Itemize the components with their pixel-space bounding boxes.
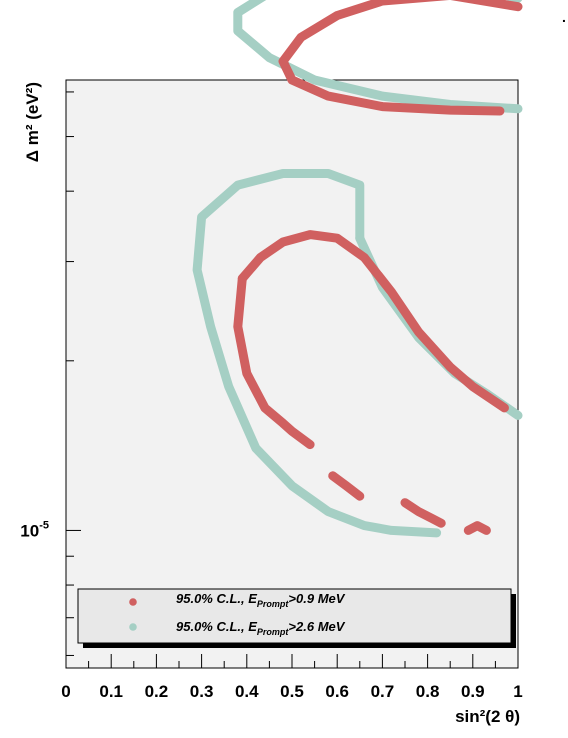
x-tick-label: 0.8 — [416, 682, 440, 701]
x-tick-label: 0.3 — [190, 682, 214, 701]
x-tick-label: 1 — [513, 682, 522, 701]
legend-entry-red: 95.0% C.L., EPrompt>0.9 MeV — [176, 591, 346, 609]
legend: 95.0% C.L., EPrompt>0.9 MeV 95.0% C.L., … — [77, 588, 516, 648]
x-tick-label: 0.1 — [99, 682, 123, 701]
x-tick-label: 0 — [61, 682, 70, 701]
legend-entry-red-main: 95.0% C.L., E — [176, 591, 257, 606]
legend-entry-teal-tail: >2.6 MeV — [288, 619, 345, 634]
series-1-curve-4 — [237, 230, 509, 413]
y-tick-label: 10-5 — [20, 519, 49, 540]
x-tick-label: 0.6 — [325, 682, 349, 701]
legend-marker-red — [129, 598, 137, 606]
x-tick-label: 0.5 — [280, 682, 304, 701]
series-0-curve-2 — [192, 169, 442, 538]
legend-entry-teal: 95.0% C.L., EPrompt>2.6 MeV — [176, 619, 346, 637]
legend-entry-red-tail: >0.9 MeV — [288, 591, 345, 606]
y-tick-label-exp: -5 — [39, 519, 49, 531]
x-tick-label: 0.4 — [235, 682, 259, 701]
y-tick-label-base: 10 — [20, 521, 39, 540]
corner-mark: . — [562, 9, 566, 25]
x-axis-title: sin²(2 θ) — [455, 707, 520, 726]
legend-marker-teal — [129, 623, 137, 631]
series-1-curve-3 — [278, 0, 523, 116]
y-axis-title: Δ m² (eV²) — [23, 82, 42, 162]
series-1-curve-8 — [463, 521, 491, 535]
x-axis-title-text: sin²(2 θ) — [455, 707, 520, 726]
legend-entry-red-sub: Prompt — [257, 599, 290, 609]
x-tick-label: 0.2 — [145, 682, 169, 701]
series-1-curve-7 — [400, 498, 446, 528]
legend-box — [77, 588, 512, 644]
curves-layer — [192, 0, 523, 538]
y-axis-title-text: Δ m² (eV²) — [23, 82, 42, 162]
series-0-curve-1 — [233, 0, 523, 114]
legend-entry-teal-main: 95.0% C.L., E — [176, 619, 257, 634]
series-1-curve-5 — [233, 274, 315, 450]
x-tick-label: 0.9 — [461, 682, 485, 701]
legend-entry-teal-sub: Prompt — [257, 627, 290, 637]
x-tick-label: 0.7 — [371, 682, 395, 701]
series-1-curve-6 — [328, 471, 365, 501]
